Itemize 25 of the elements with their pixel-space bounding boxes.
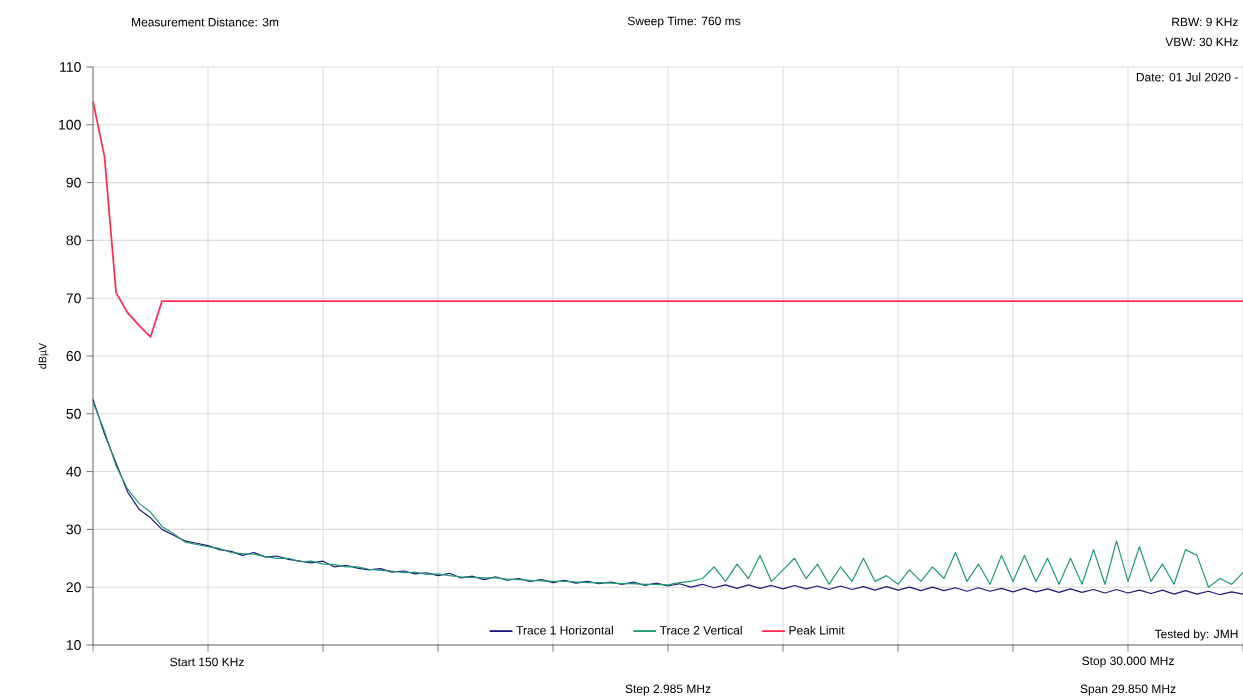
- legend-label: Trace 1 Horizontal: [516, 625, 613, 635]
- text: Step 2.985 MHz: [625, 684, 711, 696]
- text: Sweep Time: 760 ms: [627, 16, 741, 28]
- annotation: Tested by: JMH: [1154, 629, 1238, 641]
- y-tick-label: 10: [66, 640, 81, 650]
- text: RBW: 9 KHz: [1172, 17, 1238, 27]
- y-tick-label: 60: [66, 351, 81, 361]
- y-tick-label: 40: [66, 466, 81, 477]
- y-tick-label: 20: [66, 582, 81, 593]
- legend-label: Peak Limit: [789, 625, 845, 635]
- y-axis-title: dBµV: [38, 342, 49, 369]
- text: Measurement Distance: 3m: [132, 17, 279, 27]
- text: Stop 30.000 MHz: [1082, 656, 1174, 668]
- y-tick-label: 90: [66, 177, 81, 188]
- text: Span 29.850 MHz: [1080, 684, 1176, 696]
- y-tick-label: 70: [66, 293, 81, 304]
- legend-label: Trace 2 Vertical: [659, 625, 742, 635]
- y-tick-label: 50: [66, 408, 81, 419]
- y-tick-label: 110: [60, 62, 81, 72]
- text: VBW: 30 KHz: [1165, 37, 1238, 47]
- y-tick-label: 80: [66, 235, 81, 246]
- y-tick-label: 30: [66, 524, 81, 535]
- y-tick-label: 100: [59, 119, 81, 130]
- text: Start 150 KHz: [170, 657, 244, 667]
- annotation: Date: 01 Jul 2020 -: [1136, 72, 1238, 82]
